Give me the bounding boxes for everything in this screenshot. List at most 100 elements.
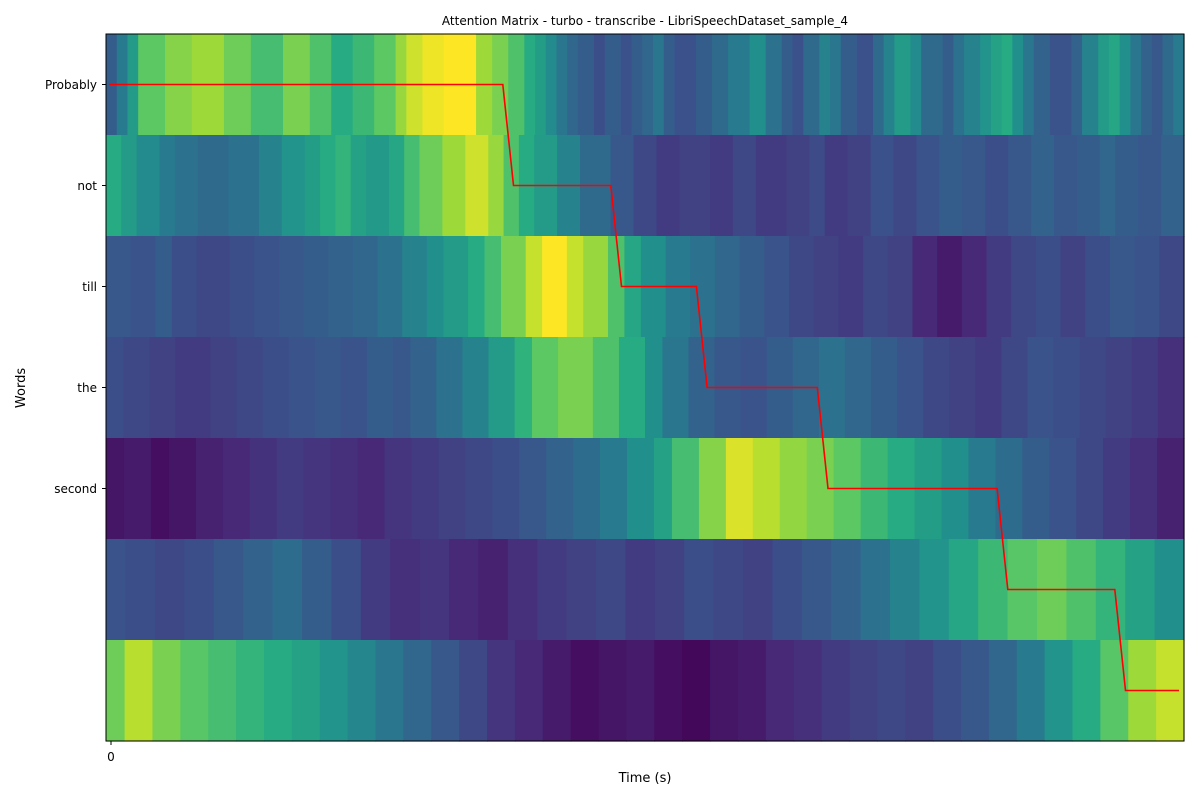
heatmap-cell-r6-c22 (710, 640, 739, 742)
heatmap-cell-r2-c12 (402, 236, 428, 338)
heatmap-cell-r3-c31 (897, 337, 924, 439)
heatmap-cell-r5-c5 (243, 539, 274, 641)
heatmap-cell-r4-c9 (330, 438, 359, 540)
heatmap-cell-r5-c18 (625, 539, 656, 641)
heatmap-cell-r3-c40 (1131, 337, 1159, 439)
heatmap-cell-r0-c69 (1162, 34, 1174, 136)
heatmap-cell-r2-c17 (500, 236, 527, 338)
heatmap-cell-r6-c10 (375, 640, 404, 742)
heatmap-cell-r5-c36 (1154, 539, 1185, 641)
heatmap-cell-r2-c29 (764, 236, 790, 338)
heatmap-cell-r3-c34 (975, 337, 1003, 439)
heatmap-cell-r2-c28 (739, 236, 765, 338)
heatmap-cell-r6-c11 (403, 640, 432, 742)
heatmap-cell-r3-c18 (558, 337, 594, 439)
heatmap-cell-r1-c19 (488, 135, 505, 237)
x-axis-label: Time (s) (618, 771, 672, 786)
heatmap-cell-r6-c35 (1072, 640, 1101, 742)
heatmap-cell-r1-c48 (1138, 135, 1162, 237)
x-tick-label-0: 0 (107, 750, 115, 764)
heatmap-cell-r5-c29 (948, 539, 979, 641)
heatmap-cell-r1-c0 (106, 135, 122, 237)
heatmap-cell-r2-c21 (583, 236, 609, 338)
heatmap-cell-r1-c9 (304, 135, 321, 237)
heatmap-cell-r6-c3 (180, 640, 209, 742)
heatmap-cell-r0-c43 (830, 34, 842, 136)
heatmap-cell-r2-c5 (229, 236, 255, 338)
heatmap-cell-r3-c17 (531, 337, 559, 439)
heatmap-cell-r2-c27 (714, 236, 741, 338)
heatmap-cell-r1-c34 (824, 135, 849, 237)
heatmap-cell-r5-c20 (684, 539, 715, 641)
heatmap-cell-r6-c34 (1044, 640, 1074, 742)
heatmap-cell-r3-c5 (236, 337, 264, 439)
heatmap-cell-r0-c55 (990, 34, 1003, 136)
heatmap-cell-r0-c63 (1098, 34, 1110, 136)
y-tick-label-0: Probably (45, 78, 97, 92)
heatmap-cell-r2-c45 (1159, 236, 1185, 338)
heatmap-cell-r2-c15 (468, 236, 486, 338)
heatmap-cell-r3-c21 (645, 337, 663, 439)
heatmap-cell-r5-c27 (890, 539, 920, 641)
heatmap-cell-r1-c45 (1076, 135, 1101, 237)
heatmap-cell-r1-c2 (136, 135, 161, 237)
heatmap-cell-r1-c27 (656, 135, 681, 237)
heatmap-cell-r0-c58 (1023, 34, 1035, 136)
heatmap-cell-r4-c15 (492, 438, 520, 540)
heatmap-cell-r1-c5 (197, 135, 229, 237)
heatmap-cell-r6-c36 (1100, 640, 1129, 742)
heatmap-cell-r3-c4 (210, 337, 237, 439)
heatmap-cell-r6-c14 (487, 640, 516, 742)
heatmap-cell-r1-c47 (1115, 135, 1139, 237)
heatmap-cell-r1-c36 (870, 135, 895, 237)
heatmap-cell-r4-c1 (123, 438, 152, 540)
heatmap-cell-r2-c38 (986, 236, 1012, 338)
heatmap-cell-r6-c15 (514, 640, 544, 742)
x-axis-ticks: 0 (107, 741, 115, 764)
heatmap-cell-r4-c6 (249, 438, 278, 540)
heatmap-cell-r5-c16 (566, 539, 597, 641)
heatmap-cell-r3-c38 (1079, 337, 1107, 439)
heatmap-cell-r5-c25 (831, 539, 862, 641)
heatmap-cell-r6-c6 (263, 640, 293, 742)
heatmap-cell-r5-c1 (125, 539, 156, 641)
heatmap-cell-r0-c22 (545, 34, 558, 136)
heatmap-cell-r1-c26 (633, 135, 658, 237)
alignment-path (109, 83, 1179, 692)
heatmap-cell-r3-c32 (923, 337, 950, 439)
heatmap-cell-r4-c0 (106, 438, 125, 540)
heatmap-cell-r4-c40 (1157, 438, 1185, 540)
heatmap-cell-r1-c38 (916, 135, 940, 237)
heatmap-cell-r5-c6 (272, 539, 303, 641)
heatmap-cell-r0-c20 (524, 34, 536, 136)
heatmap-cell-r1-c7 (258, 135, 283, 237)
heatmap-cell-r5-c30 (978, 539, 1009, 641)
heatmap-cell-r3-c6 (262, 337, 290, 439)
heatmap-cell-r5-c12 (449, 539, 479, 641)
heatmap-cell-r6-c24 (765, 640, 795, 742)
heatmap-cell-r0-c33 (674, 34, 697, 136)
heatmap-cell-r1-c3 (159, 135, 176, 237)
heatmap-cell-r0-c70 (1173, 34, 1185, 136)
y-axis-ticks: Probably not till the second (45, 78, 106, 496)
heatmap-cell-r6-c31 (960, 640, 990, 742)
heatmap-cell-r0-c64 (1108, 34, 1121, 136)
heatmap-cell-r3-c0 (106, 337, 124, 439)
heatmap-cell-r4-c35 (1022, 438, 1050, 540)
heatmap-cell-r6-c16 (542, 640, 572, 742)
heatmap-cell-r3-c14 (462, 337, 490, 439)
heatmap-cell-r4-c12 (411, 438, 439, 540)
heatmap-cell-r2-c22 (607, 236, 626, 338)
heatmap-cell-r1-c13 (365, 135, 390, 237)
heatmap-cell-r3-c3 (175, 337, 211, 439)
heatmap-cell-r5-c10 (390, 539, 421, 641)
heatmap-cell-r2-c42 (1085, 236, 1111, 338)
heatmap-cell-r6-c21 (682, 640, 711, 742)
heatmap-cell-r4-c17 (546, 438, 574, 540)
heatmap-cell-r4-c25 (752, 438, 781, 540)
heatmap-cell-r1-c12 (350, 135, 367, 237)
heatmap-cell-r2-c16 (484, 236, 502, 338)
heatmap-cell-r2-c8 (303, 236, 329, 338)
heatmap-cell-r2-c20 (566, 236, 584, 338)
heatmap-cell-r5-c15 (537, 539, 568, 641)
